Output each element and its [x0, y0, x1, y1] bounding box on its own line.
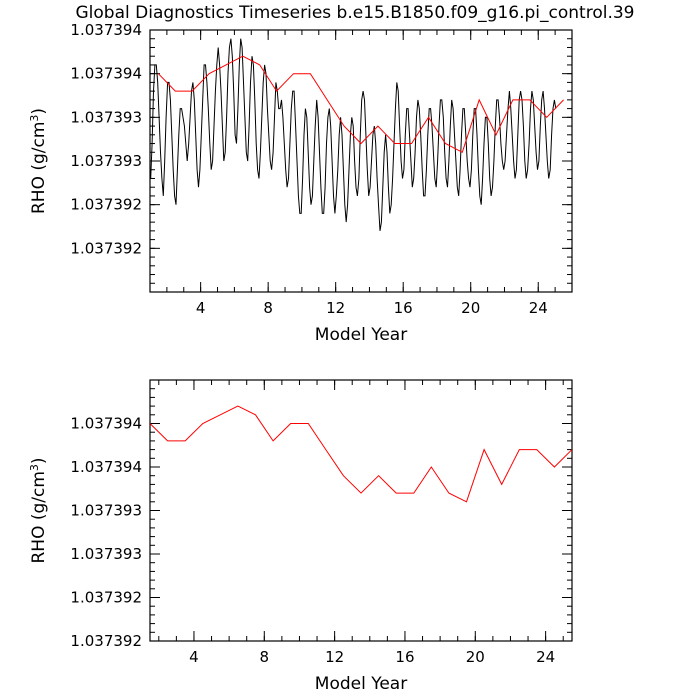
plot-frame [149, 379, 573, 642]
y-tick-label: 1.037392 [70, 239, 142, 257]
x-tick-label: 16 [394, 299, 413, 317]
x-tick-label: 20 [466, 648, 485, 666]
y-tick-label: 1.037393 [70, 152, 142, 170]
y-tick-label: 1.037393 [70, 545, 142, 563]
y-tick-label: 1.037392 [70, 196, 142, 214]
x-tick-label: 20 [461, 299, 480, 317]
y-tick-label: 1.037392 [70, 632, 142, 650]
annual-series-line [158, 55, 564, 154]
x-tick-label: 4 [189, 648, 199, 666]
bottom-panel: 4 8 12 16 20 24 1.037392 1.037392 1.037393 1.0373… [28, 379, 573, 694]
figure-title: Global Diagnostics Timeseries b.e15.B185… [76, 3, 635, 23]
x-tick-label: 16 [395, 648, 414, 666]
plot-frame [149, 29, 573, 293]
x-axis-label: Model Year [315, 674, 407, 694]
top-panel: 4 8 12 16 20 24 1.037392 1.037392 1.037393 1.0373… [28, 21, 573, 345]
y-tick-label: 1.037394 [70, 65, 142, 83]
y-tick-label: 1.037394 [70, 415, 142, 433]
data-lines [150, 405, 572, 503]
data-lines [150, 38, 564, 231]
y-tick-label: 1.037393 [70, 502, 142, 520]
x-tick-label: 24 [536, 648, 555, 666]
y-tick-label: 1.037394 [70, 21, 142, 39]
monthly-series-line [150, 38, 557, 231]
x-tick-label: 24 [529, 299, 548, 317]
annual-series-line [150, 405, 572, 503]
x-tick-label: 12 [326, 299, 345, 317]
x-tick-label: 8 [263, 299, 273, 317]
x-tick-label: 8 [260, 648, 270, 666]
y-axis-label: RHO (g/cm3) [28, 457, 49, 563]
y-tick-label: 1.037394 [70, 458, 142, 476]
y-tick-label: 1.037392 [70, 589, 142, 607]
y-axis-label: RHO (g/cm3) [28, 108, 49, 214]
x-axis-label: Model Year [315, 325, 407, 345]
y-tick-label: 1.037393 [70, 108, 142, 126]
x-tick-label: 12 [325, 648, 344, 666]
x-tick-label: 4 [196, 299, 206, 317]
